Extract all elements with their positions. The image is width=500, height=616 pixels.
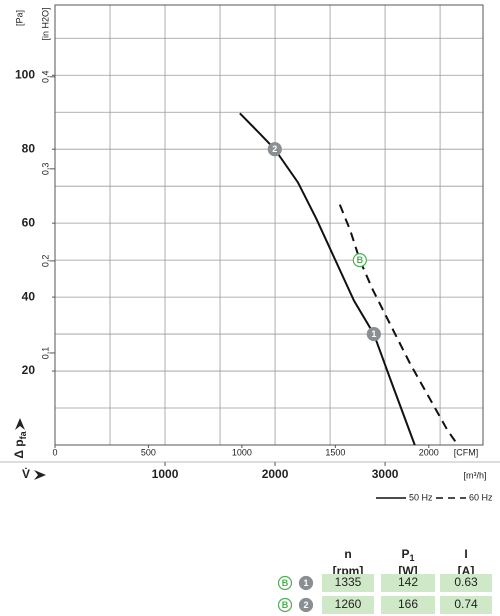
table-cell bbox=[322, 596, 374, 614]
y-label-main: Δ p bbox=[12, 439, 26, 458]
table-cell bbox=[381, 596, 435, 614]
curve bbox=[239, 112, 416, 446]
x-tick-label: 0 bbox=[52, 447, 57, 457]
header-name: n bbox=[344, 547, 351, 561]
y-tick-label: 60 bbox=[22, 215, 36, 229]
x-tick-label: 2000 bbox=[419, 447, 439, 457]
table-header: n bbox=[344, 547, 351, 561]
table-cell bbox=[440, 574, 492, 592]
point-marker bbox=[366, 326, 381, 342]
point-label: 2 bbox=[303, 600, 308, 610]
y2-tick-label: 0,1 bbox=[40, 347, 50, 360]
header-name: I bbox=[464, 547, 467, 561]
y-tick-label: 80 bbox=[22, 141, 36, 155]
x-tick-label: 1500 bbox=[325, 447, 345, 457]
curve bbox=[338, 204, 459, 446]
point-marker bbox=[267, 142, 282, 157]
point-label: B bbox=[282, 578, 289, 588]
y-label: Δ pfa bbox=[12, 430, 28, 458]
x-unit: [CFM] bbox=[454, 447, 479, 457]
x-label: V̇ bbox=[22, 466, 30, 481]
point-label: 1 bbox=[371, 329, 376, 339]
x-tick-label: 500 bbox=[141, 447, 156, 457]
x2-tick-label: 1000 bbox=[152, 467, 179, 481]
table-value: 1335 bbox=[335, 575, 362, 589]
point-label: B bbox=[357, 255, 364, 265]
y-tick-label: 20 bbox=[22, 363, 36, 377]
point-label: 1 bbox=[303, 578, 308, 588]
point-marker bbox=[277, 575, 293, 591]
x2-tick-label: 3000 bbox=[372, 467, 399, 481]
legend-label: 50 Hz bbox=[409, 492, 433, 502]
y-arrow bbox=[15, 418, 25, 430]
legend-label: 60 Hz bbox=[469, 492, 493, 502]
point-label: B bbox=[282, 600, 289, 610]
y-tick-label: 100 bbox=[15, 67, 35, 81]
point-label: 2 bbox=[272, 144, 277, 154]
header-name: P bbox=[401, 547, 409, 561]
point-marker bbox=[298, 597, 314, 613]
x-tick-label: 1000 bbox=[232, 447, 252, 457]
table-cell bbox=[381, 574, 435, 592]
y2-tick-label: 0,3 bbox=[40, 163, 50, 176]
table-value: 166 bbox=[398, 597, 418, 611]
y2-tick-label: 0,4 bbox=[40, 71, 50, 84]
x-arrow bbox=[34, 470, 46, 480]
y2-tick-label: 0,2 bbox=[40, 255, 50, 268]
point-marker bbox=[352, 253, 367, 268]
y-tick-label: 40 bbox=[22, 289, 36, 303]
plot-frame bbox=[54, 4, 484, 446]
table-header: P1 bbox=[401, 547, 414, 563]
x2-unit: [m³/h] bbox=[463, 470, 486, 480]
y2-unit: [in H2O] bbox=[40, 7, 50, 40]
point-marker bbox=[277, 597, 293, 613]
table-value: 0.63 bbox=[454, 575, 478, 589]
x2-tick-label: 2000 bbox=[262, 467, 289, 481]
table-value: 0.74 bbox=[454, 597, 478, 611]
header-sub: 1 bbox=[410, 553, 415, 563]
table-header: I bbox=[464, 547, 467, 561]
y-unit: [Pa] bbox=[14, 10, 24, 26]
table-cell bbox=[322, 574, 374, 592]
y-label-sub: fa bbox=[18, 430, 28, 439]
point-marker bbox=[298, 575, 314, 591]
table-value: 142 bbox=[398, 575, 418, 589]
table-cell bbox=[440, 596, 492, 614]
table-value: 1260 bbox=[335, 597, 362, 611]
